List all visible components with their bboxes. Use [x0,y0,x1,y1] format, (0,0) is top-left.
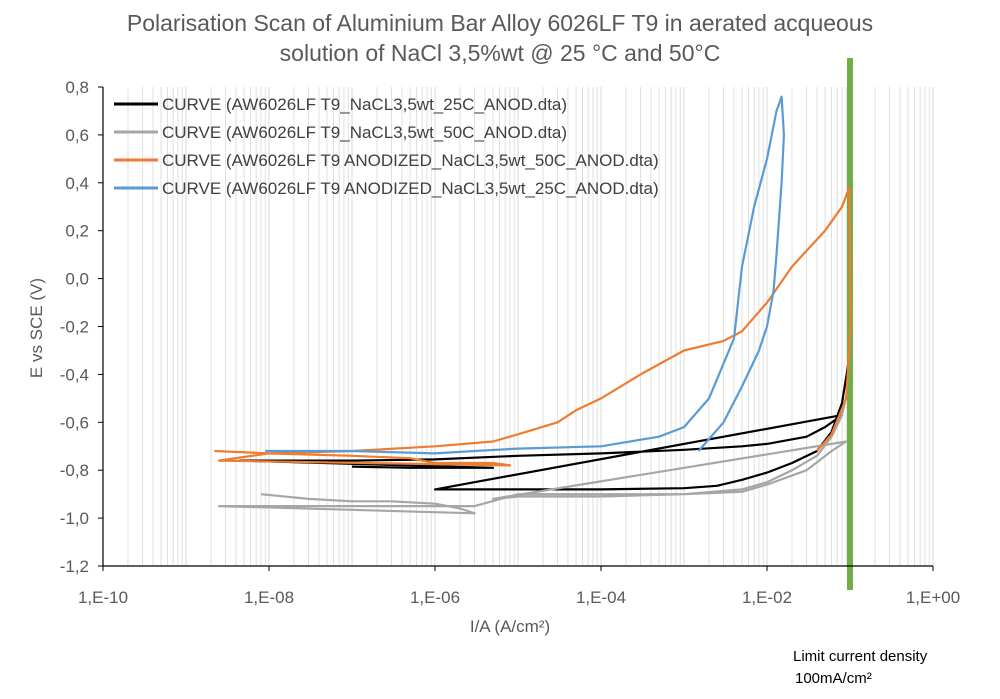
y-tick-label: -0,6 [60,413,89,432]
y-tick-label: 0,4 [65,174,89,193]
x-tick-label: 1,E-08 [244,588,294,607]
chart-title-line-2: solution of NaCl 3,5%wt @ 25 °C and 50°C [279,40,721,66]
x-tick-label: 1,E-10 [78,588,128,607]
legend-label-2: CURVE (AW6026LF T9_NaCL3,5wt_50C_ANOD.dt… [162,123,567,142]
grid-layer [102,87,934,566]
limit-note-line-1: Limit current density [793,648,928,665]
y-tick-label: -0,4 [60,365,89,384]
x-tick-label: 1,E-04 [576,588,626,607]
y-tick-label: -1,0 [60,509,89,528]
x-tick-label: 1,E-06 [410,588,460,607]
y-tick-label: 0,2 [65,222,89,241]
y-axis-title: E vs SCE (V) [27,278,46,378]
series-line-3 [214,186,852,467]
y-tick-label: -1,2 [60,557,89,576]
series-line-4 [265,95,786,455]
y-tick-label: 0,8 [65,78,89,97]
y-tick-label: 0,6 [65,126,89,145]
series-layer [214,95,852,515]
y-tick-label: -0,2 [60,318,89,337]
axis-layer: 0,8 0,6 0,4 0,2 0,0 -0,2 -0,4 -0,6 -0,8 -1,0 -1,2 1… [60,78,960,607]
y-tick-label: -0,8 [60,461,89,480]
legend-label-3: CURVE (AW6026LF T9 ANODIZED_NaCL3,5wt_50… [162,151,659,170]
legend-label-4: CURVE (AW6026LF T9 ANODIZED_NaCL3,5wt_25… [162,179,659,198]
x-tick-label: 1,E-02 [742,588,792,607]
x-axis-title: I/A (A/cm²) [470,617,550,636]
series-line-2 [217,395,848,515]
legend-label-1: CURVE (AW6026LF T9_NaCL3,5wt_25C_ANOD.dt… [162,95,567,114]
legend-layer: CURVE (AW6026LF T9_NaCL3,5wt_25C_ANOD.dt… [114,95,659,198]
limit-note-line-2: 100mA/cm² [795,670,872,687]
series-line-1 [239,364,850,491]
y-tick-label: 0,0 [65,270,89,289]
x-tick-label: 1,E+00 [906,588,960,607]
chart-title-line-1: Polarisation Scan of Aluminium Bar Alloy… [126,10,874,36]
